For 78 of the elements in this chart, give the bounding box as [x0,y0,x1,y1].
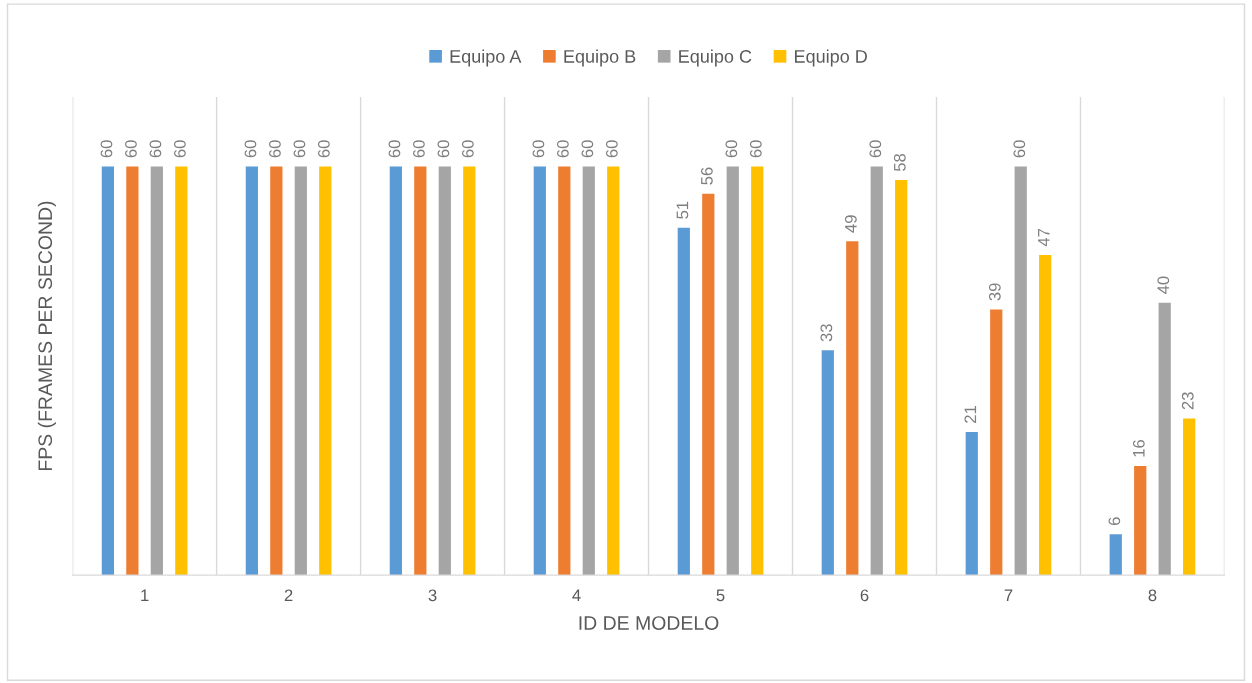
data-label: 60 [244,140,257,158]
data-label: 60 [149,140,162,158]
bar [150,166,163,576]
data-label: 56 [700,167,713,185]
data-label: 60 [317,140,330,158]
x-tick-label: 2 [284,589,293,602]
y-axis-title: FPS (FRAMES PER SECOND) [37,201,56,471]
data-label: 40 [1157,276,1170,294]
data-label: 60 [1013,140,1026,158]
legend-label: Equipo C [679,49,752,67]
data-label: 49 [844,215,857,233]
data-label: 60 [173,140,186,158]
x-tick-label: 6 [860,589,869,602]
data-label: 51 [676,201,689,219]
bar [463,166,476,576]
x-tick-label: 7 [1004,589,1013,602]
data-label: 58 [893,153,906,172]
bar [245,166,258,576]
bar [389,166,402,576]
bar [1039,254,1052,576]
bar [101,166,115,576]
data-label: 60 [581,140,594,158]
legend-label: Equipo A [450,49,522,67]
bar [895,180,908,576]
data-label: 60 [100,140,113,158]
bar [1183,418,1196,576]
data-label: 6 [1108,517,1121,526]
data-label: 23 [1181,392,1194,410]
data-label: 60 [869,140,882,158]
bar [294,166,307,576]
data-label: 60 [293,140,306,158]
data-label: 21 [964,406,977,423]
bar [1134,466,1147,576]
x-axis-title: ID DE MODELO [579,616,719,630]
bar [270,166,283,576]
bar [1109,534,1122,576]
data-label: 33 [820,324,833,342]
data-label: 60 [413,140,425,158]
bar [870,166,883,576]
data-label: 60 [437,140,450,158]
data-label: 60 [725,140,738,158]
legend-label: Equipo B [564,49,636,67]
bar [677,227,690,576]
bar [1014,166,1027,576]
bar [533,166,546,576]
bar [726,166,739,576]
data-label: 60 [125,140,137,158]
bar [702,193,715,576]
x-tick-label: 5 [716,589,725,602]
bar [607,166,620,576]
data-label: 39 [988,283,1001,301]
bar [821,350,834,576]
legend-label: Equipo D [795,49,867,67]
bar [414,166,427,576]
bar [126,166,139,576]
bar [846,241,859,576]
x-tick-label: 4 [572,589,581,602]
data-label: 60 [749,140,762,158]
bar [965,432,978,576]
x-tick-label: 3 [428,589,437,602]
x-tick-label: 8 [1148,589,1157,602]
data-label: 47 [1038,228,1050,247]
data-label: 60 [556,140,569,158]
data-label: 60 [269,140,281,158]
x-tick-label: 1 [141,589,149,602]
bar [558,166,571,576]
bar [438,166,451,576]
bar [990,309,1003,576]
bar [582,166,595,576]
bar [1158,302,1171,576]
data-label: 16 [1132,439,1145,457]
data-label: 60 [388,140,401,158]
data-label: 60 [532,140,545,158]
bar [751,166,764,576]
bar [175,166,188,576]
data-label: 60 [605,140,618,158]
bar [319,166,332,576]
data-label: 60 [461,140,474,158]
